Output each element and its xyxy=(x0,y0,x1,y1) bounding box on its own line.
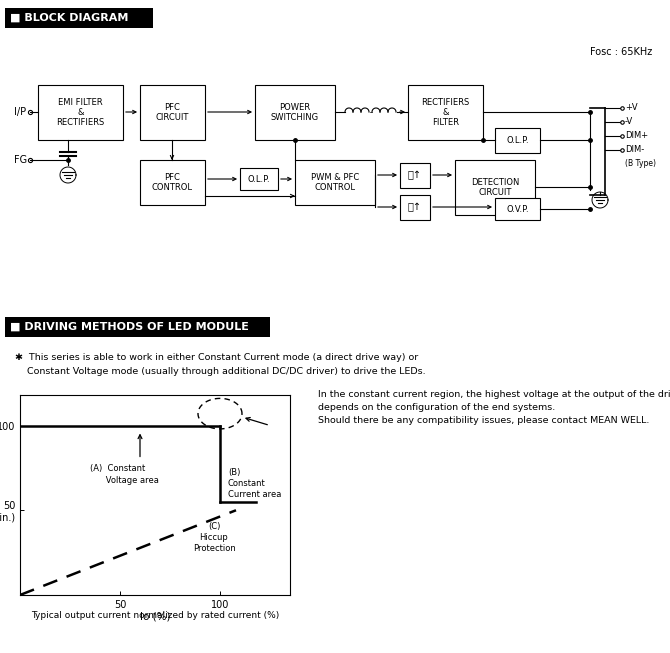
Bar xyxy=(495,198,540,220)
Text: FG: FG xyxy=(14,155,27,165)
Text: ■ DRIVING METHODS OF LED MODULE: ■ DRIVING METHODS OF LED MODULE xyxy=(10,322,249,332)
Bar xyxy=(38,85,123,140)
Text: DIM+: DIM+ xyxy=(625,131,648,140)
Bar xyxy=(5,8,153,28)
Text: ✱  This series is able to work in either Constant Current mode (a direct drive w: ✱ This series is able to work in either … xyxy=(15,353,418,362)
Text: Fosc : 65KHz: Fosc : 65KHz xyxy=(590,47,653,57)
Text: PFC
CONTROL: PFC CONTROL xyxy=(152,173,193,192)
Text: Typical output current normalized by rated current (%): Typical output current normalized by rat… xyxy=(31,611,279,620)
Text: Constant Voltage mode (usually through additional DC/DC driver) to drive the LED: Constant Voltage mode (usually through a… xyxy=(15,367,425,376)
Text: ■ BLOCK DIAGRAM: ■ BLOCK DIAGRAM xyxy=(10,13,129,23)
Text: ⟋↑: ⟋↑ xyxy=(408,170,422,180)
Text: PFC
CIRCUIT: PFC CIRCUIT xyxy=(156,103,189,122)
Bar xyxy=(140,85,205,140)
Bar xyxy=(240,168,278,190)
Text: ⟋↑: ⟋↑ xyxy=(408,202,422,212)
Bar xyxy=(140,160,205,205)
Text: EMI FILTER
&
RECTIFIERS: EMI FILTER & RECTIFIERS xyxy=(56,97,105,127)
Bar xyxy=(455,160,535,215)
Text: O.L.P.: O.L.P. xyxy=(248,174,270,183)
Bar xyxy=(400,195,430,220)
Bar xyxy=(295,160,375,205)
Text: (C)
Hiccup
Protection: (C) Hiccup Protection xyxy=(193,522,235,553)
Text: DIM-: DIM- xyxy=(625,146,645,155)
Text: O.V.P.: O.V.P. xyxy=(507,204,529,214)
Bar xyxy=(495,128,540,153)
Text: -V: -V xyxy=(625,118,633,127)
Text: (B)
Constant
Current area: (B) Constant Current area xyxy=(228,468,281,499)
Text: (B Type): (B Type) xyxy=(625,159,656,168)
Bar xyxy=(408,85,483,140)
Bar xyxy=(255,85,335,140)
Text: POWER
SWITCHING: POWER SWITCHING xyxy=(271,103,319,122)
Text: +V: +V xyxy=(625,103,638,112)
Text: In the constant current region, the highest voltage at the output of the driver
: In the constant current region, the high… xyxy=(318,390,670,425)
Text: O.L.P.: O.L.P. xyxy=(507,136,529,145)
Text: I/P: I/P xyxy=(14,107,26,117)
Bar xyxy=(400,163,430,188)
Text: RECTIFIERS
&
FILTER: RECTIFIERS & FILTER xyxy=(421,97,470,127)
X-axis label: Io (%): Io (%) xyxy=(140,611,170,621)
Text: (A)  Constant
      Voltage area: (A) Constant Voltage area xyxy=(90,464,159,485)
Text: DETECTION
CIRCUIT: DETECTION CIRCUIT xyxy=(471,178,519,197)
Text: PWM & PFC
CONTROL: PWM & PFC CONTROL xyxy=(311,173,359,192)
Bar xyxy=(5,317,270,337)
